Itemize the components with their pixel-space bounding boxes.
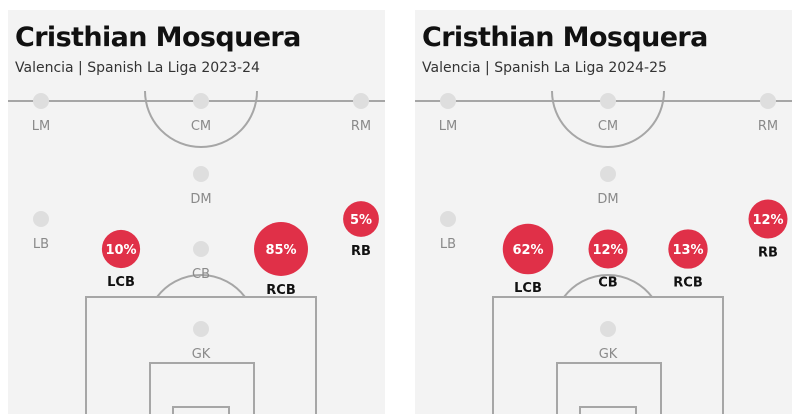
penalty-box — [85, 296, 317, 414]
center-circle — [551, 90, 665, 148]
center-circle — [144, 90, 258, 148]
position-lb: LB — [33, 211, 49, 252]
position-dot — [193, 93, 209, 109]
position-dot — [600, 321, 616, 337]
position-cb: CB — [192, 241, 210, 282]
position-label: RB — [758, 246, 778, 261]
position-dot — [600, 166, 616, 182]
chart-panel-2023-24: LM CM RM DM LB 10% LCB CB 85% RCB 5% RB GK Cristhian… — [8, 10, 385, 414]
position-rcb: 13% RCB — [668, 229, 708, 291]
position-label: DM — [597, 192, 618, 207]
position-gk: GK — [192, 321, 211, 362]
pitch-map-2023-24: LM CM RM DM LB 10% LCB CB 85% RCB 5% RB GK — [8, 90, 385, 414]
position-gk: GK — [599, 321, 618, 362]
position-label: LB — [440, 237, 456, 252]
position-label: RM — [351, 119, 371, 134]
penalty-box — [492, 296, 724, 414]
position-label: CM — [598, 119, 618, 134]
position-rm: RM — [758, 93, 778, 134]
position-dm: DM — [597, 166, 619, 207]
position-label: LB — [33, 237, 49, 252]
goal-area — [149, 362, 255, 414]
position-dot — [440, 93, 456, 109]
chart-panel-2024-25: LM CM RM DM LB 62% LCB 12% CB 13% RCB 12% RB GK Crist… — [415, 10, 792, 414]
goal — [172, 406, 230, 414]
position-bubble — [668, 229, 708, 269]
position-cm: CM — [191, 93, 211, 134]
position-label: LCB — [107, 275, 135, 290]
position-bubble — [588, 229, 628, 269]
position-dot — [600, 93, 616, 109]
position-cm: CM — [598, 93, 618, 134]
position-value: 85% — [265, 243, 296, 258]
position-label: RM — [758, 119, 778, 134]
position-label: LM — [32, 119, 50, 134]
position-rm: RM — [351, 93, 371, 134]
position-lm: LM — [32, 93, 50, 134]
position-label: CB — [192, 267, 210, 282]
position-dot — [760, 93, 776, 109]
position-label: RB — [351, 244, 371, 259]
position-label: RCB — [266, 283, 295, 298]
position-lcb: 62% LCB — [502, 223, 554, 296]
chart-subtitle: Valencia | Spanish La Liga 2024-25 — [422, 60, 667, 76]
position-bubble — [101, 229, 141, 269]
position-value: 13% — [672, 243, 703, 258]
position-bubble — [748, 199, 788, 239]
goal-area — [556, 362, 662, 414]
position-label: DM — [190, 192, 211, 207]
position-dot — [353, 93, 369, 109]
position-dot — [440, 211, 456, 227]
position-value: 10% — [105, 243, 136, 258]
pitch-map-2024-25: LM CM RM DM LB 62% LCB 12% CB 13% RCB 12% RB GK — [415, 90, 792, 414]
position-rb: 5% RB — [343, 201, 379, 259]
position-lb: LB — [440, 211, 456, 252]
position-dm: DM — [190, 166, 212, 207]
position-label: CB — [598, 276, 617, 291]
position-bubble — [502, 223, 554, 275]
penalty-arc — [156, 274, 246, 298]
position-lm: LM — [439, 93, 457, 134]
position-bubble — [343, 201, 379, 237]
position-bubble — [254, 222, 308, 276]
position-value: 12% — [752, 213, 783, 228]
position-lcb: 10% LCB — [101, 229, 141, 290]
position-dot — [33, 93, 49, 109]
chart-subtitle: Valencia | Spanish La Liga 2023-24 — [15, 60, 260, 76]
position-label: CM — [191, 119, 211, 134]
position-dot — [193, 321, 209, 337]
chart-title: Cristhian Mosquera — [15, 22, 301, 53]
penalty-arc — [563, 274, 653, 298]
goal — [579, 406, 637, 414]
position-label: LCB — [514, 281, 542, 296]
position-value: 12% — [592, 243, 623, 258]
chart-title: Cristhian Mosquera — [422, 22, 708, 53]
position-value: 5% — [350, 213, 372, 228]
position-rcb: 85% RCB — [254, 222, 308, 298]
position-dot — [193, 241, 209, 257]
position-dot — [193, 166, 209, 182]
position-rb: 12% RB — [748, 199, 788, 261]
position-label: GK — [192, 347, 211, 362]
position-cb: 12% CB — [588, 229, 628, 291]
position-label: LM — [439, 119, 457, 134]
position-dot — [33, 211, 49, 227]
position-label: GK — [599, 347, 618, 362]
position-value: 62% — [512, 243, 543, 258]
pitch-lines — [415, 90, 792, 414]
position-label: RCB — [673, 276, 702, 291]
